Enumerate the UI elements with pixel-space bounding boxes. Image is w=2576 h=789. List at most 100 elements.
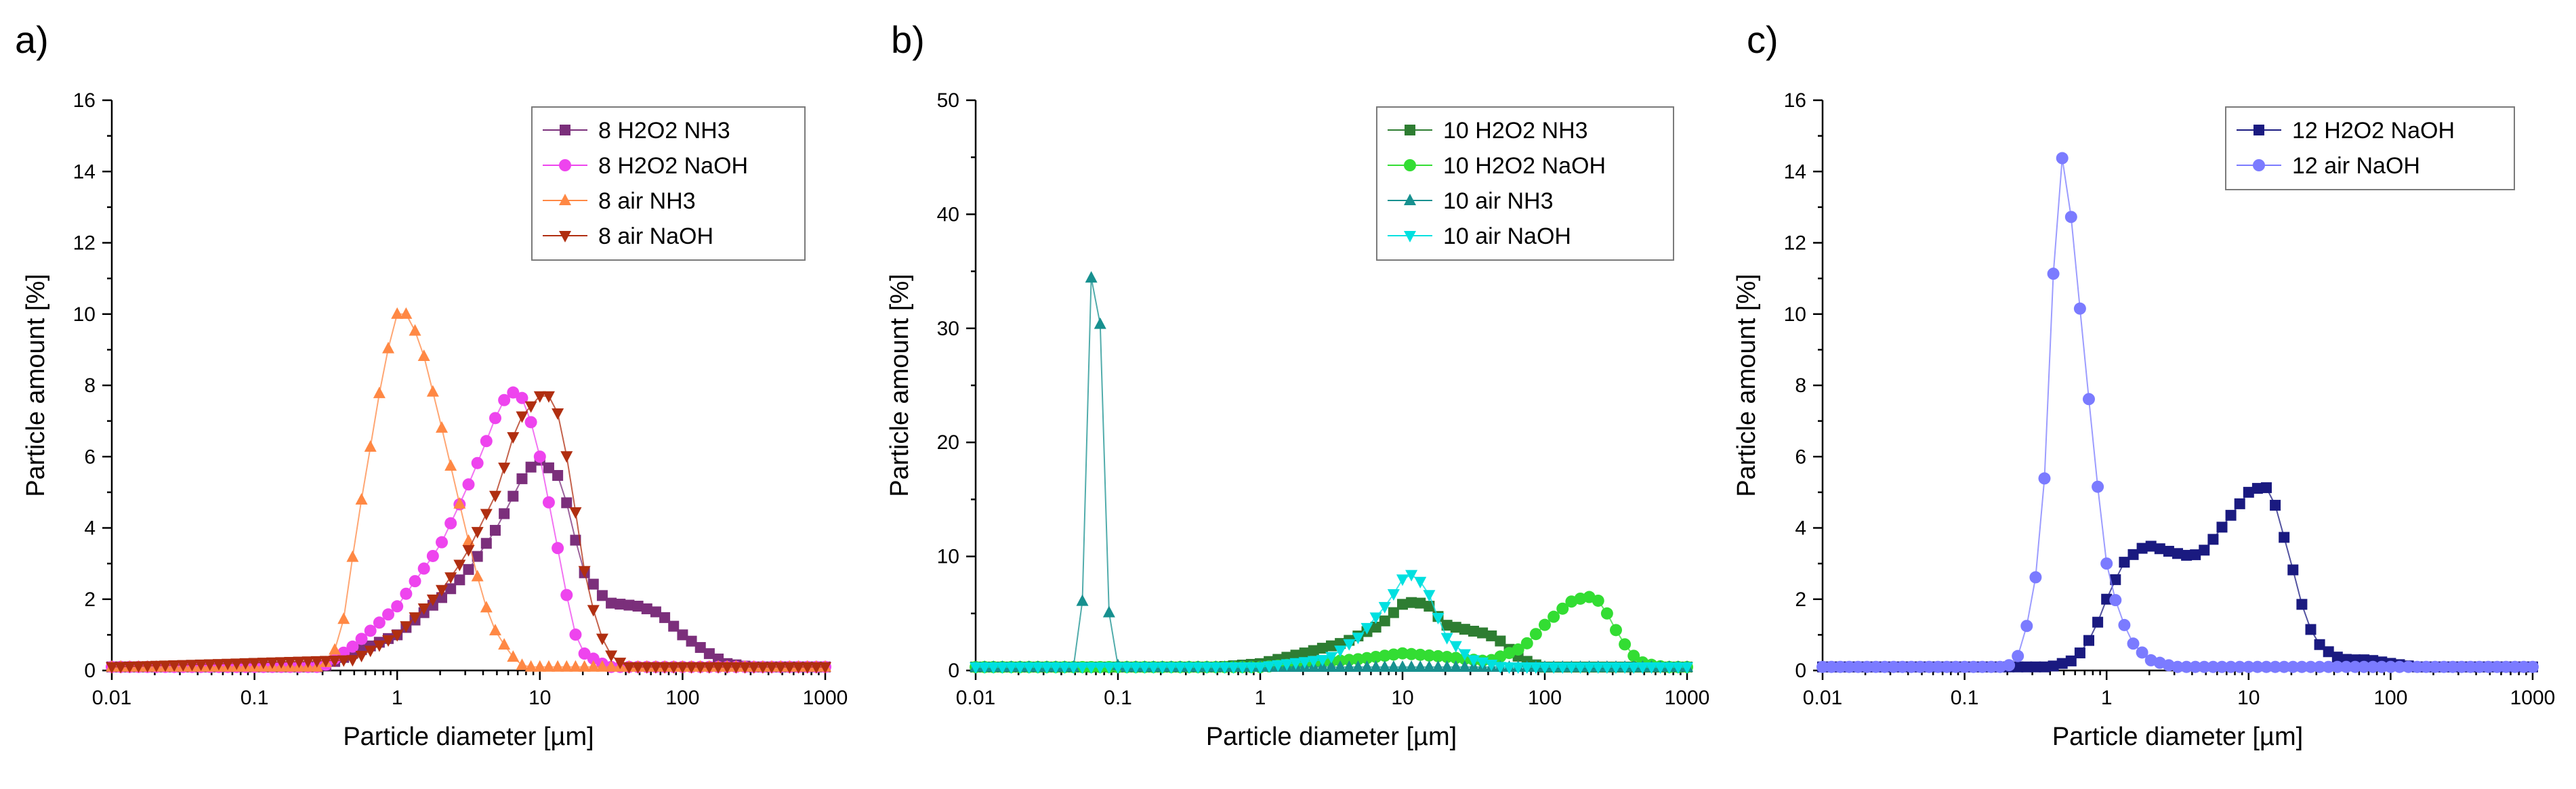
data-point <box>2251 483 2263 494</box>
data-point <box>1485 660 1498 672</box>
data-point <box>2314 639 2325 650</box>
data-point <box>1218 662 1231 674</box>
legend-label: 10 H2O2 NH3 <box>1443 118 1588 144</box>
data-point <box>1236 662 1249 674</box>
data-point <box>569 507 582 519</box>
data-point <box>615 599 626 610</box>
data-point <box>2029 571 2042 584</box>
legend-label: 12 air NaOH <box>2292 153 2420 179</box>
y-tick-label: 16 <box>1784 89 1806 112</box>
data-point <box>2154 543 2165 555</box>
data-point <box>2411 660 2424 673</box>
data-point <box>1388 607 1399 618</box>
data-point <box>337 612 350 624</box>
data-point <box>498 638 511 650</box>
data-point <box>2056 658 2068 669</box>
data-point <box>978 662 991 674</box>
data-point <box>1022 662 1035 674</box>
data-point <box>694 662 707 674</box>
data-point <box>2375 660 2388 673</box>
series-4 <box>106 391 831 674</box>
data-point <box>1449 660 1462 672</box>
chart-panel-2: b) 0.01 0.1 1 10 100 1000 0 10 20 30 40 50 Particle d… <box>886 18 1709 751</box>
data-point <box>2224 660 2237 673</box>
data-point <box>1326 640 1337 652</box>
series-line <box>1823 487 2533 668</box>
data-point <box>2216 660 2228 673</box>
data-point <box>498 393 511 406</box>
data-point <box>2109 594 2122 607</box>
data-point <box>2313 660 2326 673</box>
data-point <box>1308 645 1319 656</box>
data-point <box>1156 662 1169 674</box>
data-point <box>1414 648 1427 661</box>
data-point <box>2039 661 2050 673</box>
data-point <box>640 662 653 674</box>
y-tick-label: 50 <box>937 89 959 112</box>
data-point <box>2287 564 2299 576</box>
data-point <box>436 536 449 549</box>
data-point <box>1121 662 1134 674</box>
data-point <box>587 660 600 672</box>
data-point <box>1378 601 1391 614</box>
data-point <box>2127 637 2140 650</box>
data-point <box>2073 302 2086 315</box>
data-point <box>436 584 449 597</box>
data-point <box>489 624 501 636</box>
data-point <box>417 603 430 616</box>
data-point <box>2331 652 2343 663</box>
data-point <box>739 662 751 674</box>
data-point <box>1432 649 1445 662</box>
data-point <box>1610 662 1622 674</box>
data-point <box>1183 662 1195 674</box>
legend-marker <box>1404 194 1416 205</box>
data-point <box>2234 498 2245 509</box>
legend: 8 H2O2 NH3 8 H2O2 NaOH 8 air NH3 8 air NaOH <box>531 106 806 261</box>
data-point <box>454 574 465 586</box>
x-tick-label: 1000 <box>2510 687 2556 709</box>
data-point <box>623 662 636 674</box>
data-point <box>373 640 386 652</box>
data-point <box>2287 660 2300 673</box>
data-point <box>1834 660 1847 673</box>
x-tick-label: 0.01 <box>1803 687 1842 709</box>
data-point <box>2428 660 2441 673</box>
data-point <box>1477 627 1489 639</box>
data-point <box>409 612 421 624</box>
data-point <box>1041 662 1053 674</box>
data-point <box>792 662 805 674</box>
chart-panel-1: a) 0.01 0.1 1 10 100 1000 0 2 4 6 8 10 12 14 16 Particle… <box>15 18 848 751</box>
data-point <box>1600 662 1613 674</box>
data-point <box>1245 662 1258 674</box>
data-point <box>1370 622 1382 633</box>
data-point <box>150 660 163 673</box>
data-point <box>587 605 600 617</box>
data-point <box>766 662 778 674</box>
data-point <box>2295 660 2308 673</box>
data-point <box>507 386 520 399</box>
data-point <box>106 662 118 674</box>
data-point <box>1887 660 1900 673</box>
data-point <box>1619 662 1632 674</box>
data-point <box>2172 548 2183 559</box>
data-point <box>355 633 368 645</box>
data-point <box>721 662 734 674</box>
data-point <box>756 662 769 674</box>
data-point <box>302 656 314 668</box>
data-point <box>1173 662 1186 674</box>
data-point <box>2482 660 2495 673</box>
data-point <box>552 660 564 672</box>
data-point <box>1369 650 1382 663</box>
data-point <box>1440 633 1453 645</box>
data-point <box>1592 594 1604 607</box>
data-point <box>2349 660 2361 673</box>
data-point <box>2136 646 2148 659</box>
data-point <box>1138 662 1151 674</box>
data-point <box>1529 662 1542 674</box>
data-point <box>186 660 199 672</box>
data-point <box>1636 662 1649 674</box>
x-tick-label: 10 <box>1391 687 1413 709</box>
data-point <box>2243 486 2254 498</box>
x-tick-label: 0.1 <box>241 687 269 709</box>
data-point <box>2163 545 2174 557</box>
